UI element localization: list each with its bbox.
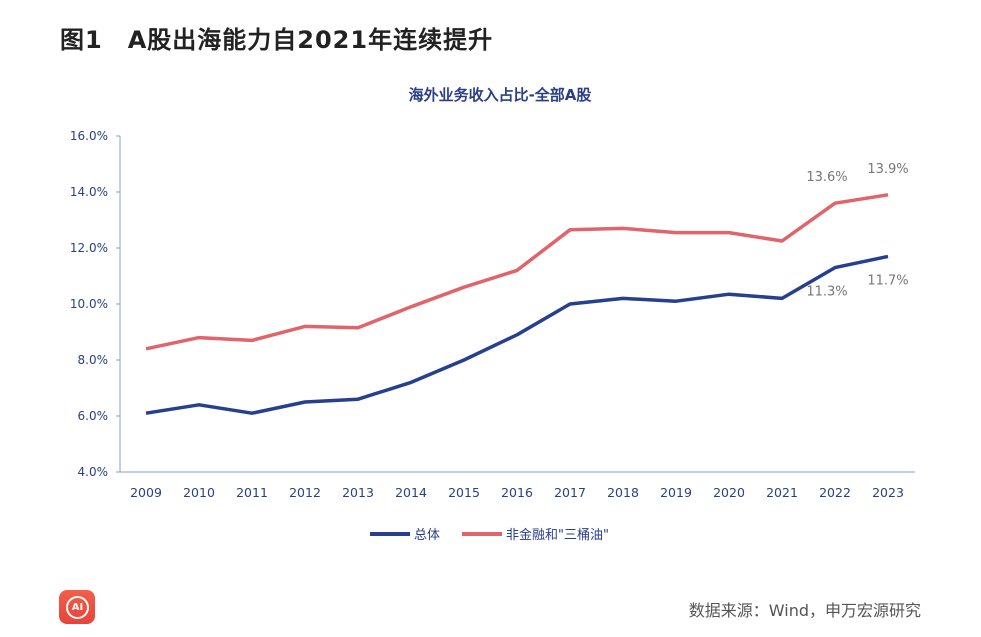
y-tick-label: 8.0% xyxy=(78,353,109,367)
figure-title: 图1 A股出海能力自2021年连续提升 xyxy=(60,26,494,54)
x-tick-label: 2010 xyxy=(183,485,215,500)
legend: 总体 非金融和"三桶油" xyxy=(370,524,631,543)
series-line-nonfinancial xyxy=(145,193,889,351)
y-tick-label: 6.0% xyxy=(78,409,109,423)
x-tick-label: 2016 xyxy=(501,485,533,500)
x-tick-label: 2009 xyxy=(130,485,162,500)
legend-item-nonfinancial: 非金融和"三桶油" xyxy=(462,524,609,543)
ai-logo[interactable]: AI xyxy=(59,590,95,624)
x-tick-label: 2015 xyxy=(448,485,480,500)
data-label: 13.9% xyxy=(867,162,908,177)
x-tick-label: 2017 xyxy=(554,485,586,500)
y-tick-label: 14.0% xyxy=(70,185,108,199)
data-label: 11.3% xyxy=(806,285,847,300)
y-tick-label: 4.0% xyxy=(78,465,109,479)
x-tick-label: 2011 xyxy=(236,485,268,500)
legend-label-nonfinancial: 非金融和"三桶油" xyxy=(506,528,609,543)
legend-swatch-total xyxy=(370,531,410,536)
x-tick-label: 2018 xyxy=(607,485,639,500)
data-label: 11.7% xyxy=(867,273,908,288)
x-tick-label: 2021 xyxy=(766,485,798,500)
legend-item-total: 总体 xyxy=(370,524,440,543)
y-tick-label: 16.0% xyxy=(70,129,108,143)
legend-swatch-nonfinancial xyxy=(462,531,503,536)
x-tick-label: 2020 xyxy=(713,485,745,500)
x-tick-label: 2022 xyxy=(819,485,851,500)
x-tick-label: 2014 xyxy=(395,485,427,500)
x-tick-label: 2019 xyxy=(660,485,692,500)
x-tick-label: 2023 xyxy=(872,485,904,500)
data-label: 13.6% xyxy=(806,170,847,185)
ai-logo-icon: AI xyxy=(66,596,89,619)
y-tick-label: 10.0% xyxy=(70,297,108,311)
source-note: 数据来源：Wind，申万宏源研究 xyxy=(688,601,921,620)
x-tick-label: 2012 xyxy=(289,485,321,500)
legend-label-total: 总体 xyxy=(414,528,441,543)
x-tick-label: 2013 xyxy=(342,485,374,500)
chart-title: 海外业务收入占比-全部A股 xyxy=(408,86,592,104)
y-tick-label: 12.0% xyxy=(70,241,108,255)
